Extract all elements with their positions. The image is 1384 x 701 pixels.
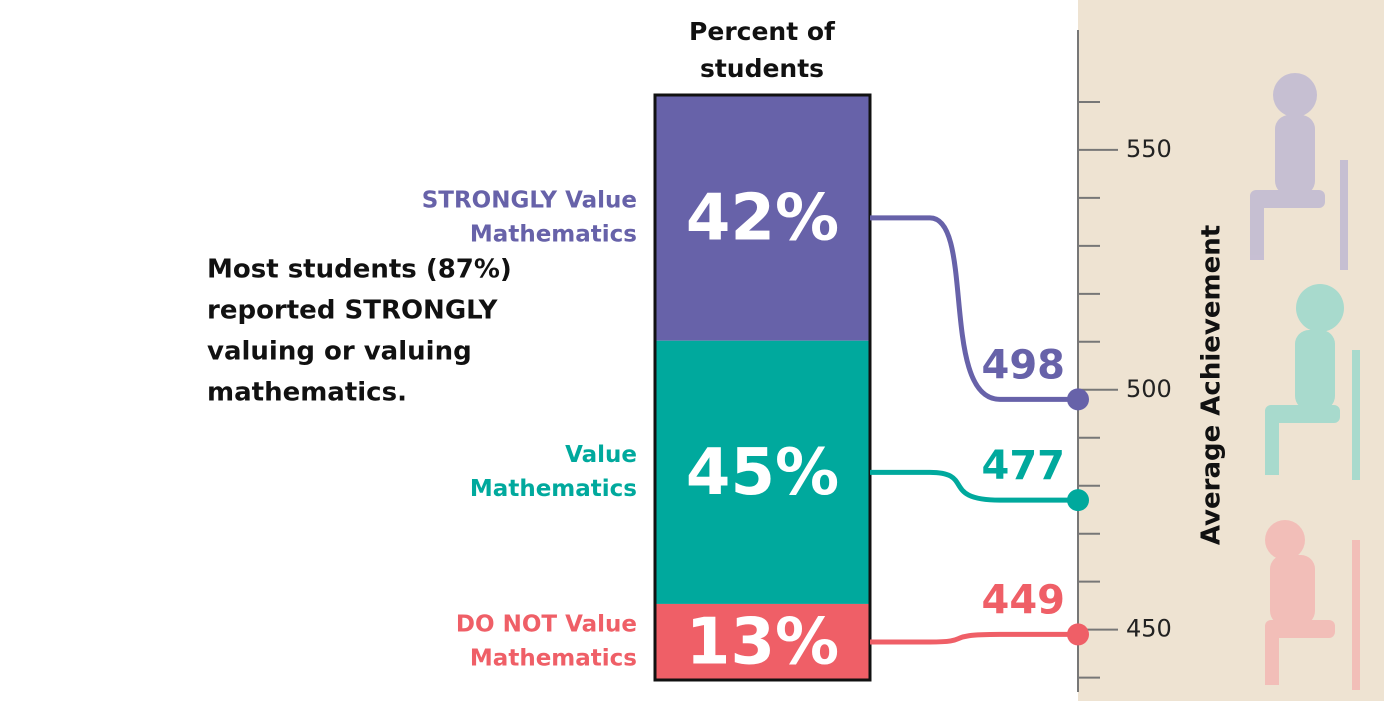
note-text: mathematics. (207, 378, 407, 408)
y-tick-label: 500 (1126, 375, 1172, 403)
achievement-label: 449 (982, 577, 1066, 623)
category-label: Mathematics (470, 221, 637, 247)
y-tick-label: 450 (1126, 615, 1172, 643)
percent-label: 42% (686, 181, 839, 255)
achievement-dot (1067, 388, 1089, 411)
bar-title: Percent of (689, 17, 836, 46)
figure-top (1250, 73, 1348, 270)
category-label: DO NOT Value (456, 611, 637, 637)
note-text: reported STRONGLY (207, 296, 499, 326)
category-label: Value (565, 442, 637, 468)
y-axis-label: Average Achievement (1197, 225, 1227, 545)
achievement-label: 498 (982, 342, 1066, 388)
figure-middle (1265, 284, 1360, 480)
bar-segment (655, 340, 870, 604)
percent-label: 45% (686, 436, 839, 510)
bar-segment (655, 603, 870, 680)
achievement-dot (1067, 623, 1089, 646)
figure-bottom (1265, 520, 1360, 690)
category-label: Mathematics (470, 645, 637, 671)
note-text: Most students (87%) (207, 255, 512, 285)
connector (870, 631, 1078, 645)
bar-segment (655, 95, 870, 341)
bar-title: students (700, 54, 824, 83)
connector (870, 469, 1078, 503)
percent-label: 13% (686, 606, 839, 680)
achievement-label: 477 (982, 443, 1066, 489)
axis-background (1078, 0, 1384, 701)
note-text: valuing or valuing (207, 337, 472, 367)
category-label: Mathematics (470, 476, 637, 502)
category-label: STRONGLY Value (422, 187, 637, 213)
connector (870, 215, 1078, 402)
y-tick-label: 550 (1126, 135, 1172, 163)
achievement-dot (1067, 489, 1089, 512)
bar-frame (653, 93, 872, 682)
figures (1250, 73, 1360, 690)
